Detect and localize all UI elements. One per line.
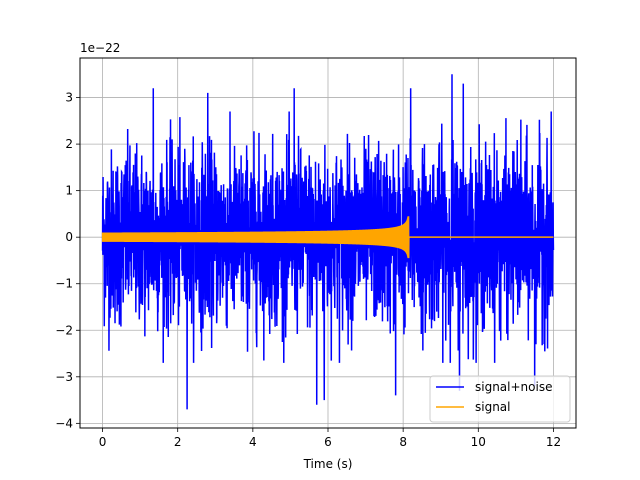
series-signal-noise [101,74,555,410]
x-tick-label: 0 [99,435,107,449]
y-tick-label: 0 [65,230,73,244]
x-axis: 0 2 4 6 8 10 12 [99,428,561,449]
y-tick-label: −2 [55,323,73,337]
legend-label-signal-noise: signal+noise [475,380,552,394]
y-tick-label: −4 [55,416,73,430]
y-tick-label: 1 [65,184,73,198]
x-tick-label: 12 [546,435,561,449]
legend-label-signal: signal [475,400,511,414]
series-layer [101,74,555,410]
y-tick-label: −1 [55,277,73,291]
x-tick-label: 8 [399,435,407,449]
legend-box [429,375,571,423]
x-tick-label: 2 [174,435,182,449]
x-tick-label: 4 [249,435,257,449]
x-tick-label: 10 [471,435,486,449]
y-tick-label: 2 [65,137,73,151]
x-axis-title: Time (s) [303,457,353,471]
x-tick-label: 6 [324,435,332,449]
y-tick-label: −3 [55,370,73,384]
y-tick-label: 3 [65,91,73,105]
y-offset-label: 1e−22 [80,41,120,55]
series-signal [101,216,554,259]
legend: signal+noise signal [429,375,571,423]
y-axis: −4 −3 −2 −1 0 1 2 3 [55,91,80,430]
